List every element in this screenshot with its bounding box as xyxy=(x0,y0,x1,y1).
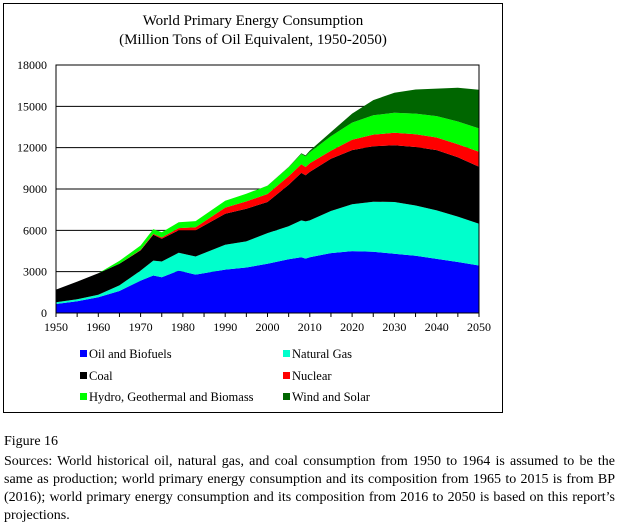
chart-title: World Primary Energy Consumption xyxy=(142,13,364,29)
legend-item: Hydro, Geothermal and Biomass xyxy=(80,390,254,404)
legend-swatch xyxy=(283,393,290,400)
chart-plot: 0 3000 6000 9000 12000 15000 18000 1950 1960 1970… xyxy=(17,58,491,334)
x-tick-label: 1970 xyxy=(129,320,153,334)
legend-swatch xyxy=(283,372,290,379)
x-tick-label: 2000 xyxy=(256,320,280,334)
x-tick-label: 2010 xyxy=(298,320,322,334)
y-tick-label: 9000 xyxy=(23,182,47,196)
legend-label: Hydro, Geothermal and Biomass xyxy=(89,390,254,404)
area-wind-and-solar xyxy=(56,87,479,290)
legend-item: Natural Gas xyxy=(283,347,352,361)
legend-item: Wind and Solar xyxy=(283,390,370,404)
legend-item: Nuclear xyxy=(283,369,332,383)
y-tick-label: 18000 xyxy=(17,58,47,72)
area-oil-and-biofuels xyxy=(56,251,479,313)
y-tick-label: 12000 xyxy=(17,141,47,155)
legend-swatch xyxy=(80,350,87,357)
legend-label: Coal xyxy=(89,369,113,383)
legend-label: Nuclear xyxy=(292,369,332,383)
x-tick-label: 1980 xyxy=(171,320,195,334)
legend-swatch xyxy=(80,372,87,379)
legend-label: Oil and Biofuels xyxy=(89,347,172,361)
figure-frame xyxy=(3,3,503,413)
x-tick-label: 2050 xyxy=(467,320,491,334)
y-tick-label: 0 xyxy=(41,306,47,320)
legend-label: Natural Gas xyxy=(292,347,353,361)
legend-item: Oil and Biofuels xyxy=(80,347,172,361)
area-hydro-geothermal-and-biomass xyxy=(56,112,479,290)
x-tick-label: 2020 xyxy=(340,320,364,334)
legend-item: Coal xyxy=(80,369,113,383)
x-tick-label: 2030 xyxy=(382,320,406,334)
legend-label: Wind and Solar xyxy=(292,390,370,404)
legend-swatch xyxy=(80,393,87,400)
x-tick-label: 1960 xyxy=(86,320,110,334)
y-tick-label: 3000 xyxy=(23,265,47,279)
x-tick-label: 1950 xyxy=(44,320,68,334)
area-natural-gas xyxy=(56,201,479,304)
x-tick-label: 2040 xyxy=(425,320,449,334)
area-coal xyxy=(56,145,479,303)
y-tick-label: 15000 xyxy=(17,99,47,113)
legend-swatch xyxy=(283,350,290,357)
chart-subtitle: (Million Tons of Oil Equivalent, 1950-20… xyxy=(119,32,387,48)
sources-note: Sources: World historical oil, natural g… xyxy=(4,454,615,523)
x-tick-label: 1990 xyxy=(213,320,237,334)
figure-label: Figure 16 xyxy=(4,434,59,449)
area-nuclear xyxy=(56,132,479,290)
y-tick-label: 6000 xyxy=(23,223,47,237)
